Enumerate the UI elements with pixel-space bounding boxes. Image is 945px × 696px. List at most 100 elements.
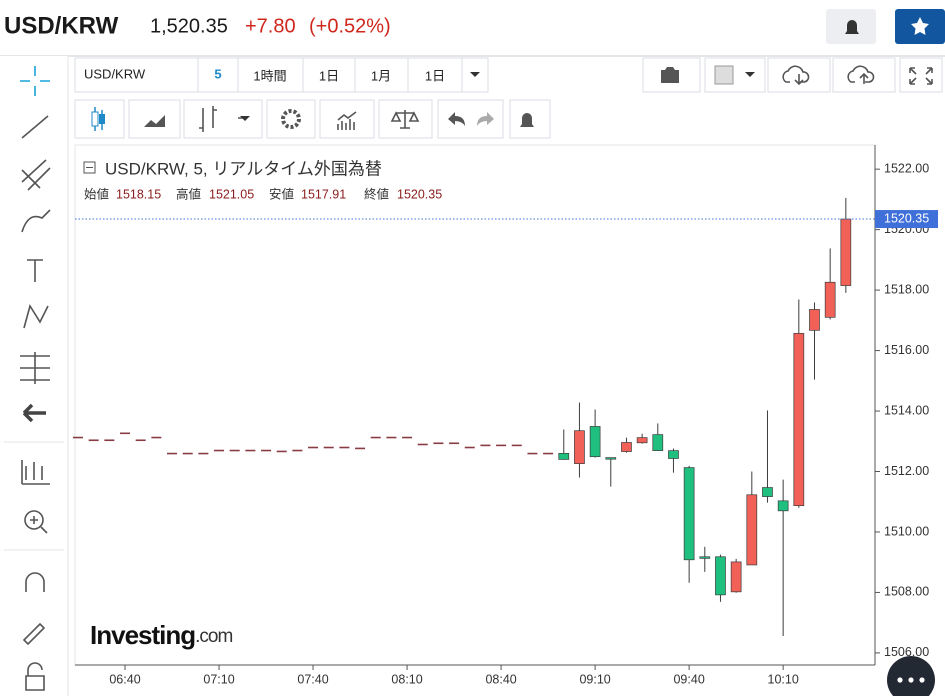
ohlc-label: 安値: [269, 186, 294, 201]
y-tick-label: 1516.00: [884, 343, 929, 357]
fullscreen-button[interactable]: [899, 57, 943, 93]
indicators-icon[interactable]: [21, 460, 50, 485]
star-icon: [911, 17, 929, 35]
header-bg: [0, 0, 945, 56]
y-tick-label: 1522.00: [884, 161, 929, 175]
candle-body: [574, 430, 585, 464]
candle-body: [464, 446, 475, 449]
y-tick-label: 1510.00: [884, 524, 929, 538]
symbol-box[interactable]: [74, 57, 199, 93]
chart-title: USD/KRW, 5, リアルタイム外国為替: [105, 159, 382, 178]
candle-body: [683, 467, 695, 561]
range-button[interactable]: 1日: [319, 68, 339, 83]
line-icon[interactable]: [21, 115, 49, 139]
candle-body: [355, 447, 366, 450]
candle-body: [120, 432, 131, 435]
symbol-input[interactable]: USD/KRW: [84, 66, 146, 81]
candle-body: [527, 452, 538, 455]
candle-body: [793, 332, 805, 507]
range-button[interactable]: 1月: [371, 68, 391, 83]
magnet-icon[interactable]: [25, 572, 45, 592]
fib-icon[interactable]: [21, 159, 51, 191]
more-button[interactable]: [887, 656, 935, 696]
ohlc-label: 終値: [364, 186, 389, 201]
button[interactable]: [319, 99, 375, 139]
x-tick-label: 07:40: [297, 672, 328, 686]
candle-body: [762, 487, 773, 497]
indicator-icon: [337, 111, 357, 130]
collapse-icon[interactable]: [83, 161, 96, 174]
dot: [908, 677, 914, 683]
candle-body: [417, 443, 428, 446]
x-tick-label: 08:10: [391, 672, 422, 686]
alert-icon: [520, 113, 534, 127]
ohlc-value: 1521.05: [209, 187, 254, 201]
ohlc-label: 始値: [84, 186, 109, 201]
pattern-icon[interactable]: [23, 304, 49, 329]
camera-icon: [661, 67, 679, 83]
back-icon[interactable]: [22, 403, 46, 423]
button[interactable]: [128, 99, 181, 139]
candle-body: [543, 452, 554, 455]
candle-body: [605, 457, 617, 460]
candle-body: [73, 436, 83, 439]
button[interactable]: [266, 99, 316, 139]
button[interactable]: [302, 57, 356, 93]
measure-icon[interactable]: [20, 352, 50, 384]
redo-icon: [477, 112, 494, 126]
range-button[interactable]: 1時間: [253, 68, 286, 83]
interval[interactable]: 5: [214, 66, 221, 81]
change: +7.80: [245, 15, 296, 37]
sidebar-icons[interactable]: [4, 66, 64, 691]
ohlc-value: 1517.91: [301, 187, 346, 201]
candle-body: [308, 446, 319, 449]
ohlc-value: 1518.15: [116, 187, 161, 201]
logo-main: Investing: [90, 620, 195, 650]
candle-body: [229, 449, 240, 452]
crosshair-icon[interactable]: [20, 66, 50, 96]
button[interactable]: [354, 57, 409, 93]
text-icon[interactable]: [27, 259, 43, 282]
candle-body: [276, 450, 287, 453]
y-tick-label: 1514.00: [884, 403, 929, 417]
candle-body: [402, 436, 413, 439]
ohlc-value: 1520.35: [397, 187, 442, 201]
candle-icon-body: [91, 111, 99, 127]
lock-icon[interactable]: [25, 662, 45, 691]
interval-box[interactable]: [197, 57, 239, 93]
zoom-icon[interactable]: [24, 510, 44, 530]
brush-icon[interactable]: [21, 209, 51, 233]
candle-body: [245, 449, 256, 452]
candle-body: [621, 442, 632, 452]
logo-suffix: .com: [195, 626, 232, 647]
plot-area: [74, 144, 876, 666]
button[interactable]: [407, 57, 463, 93]
zoom-plus: [30, 516, 48, 534]
range-button[interactable]: 1日: [425, 68, 445, 83]
candle-body: [198, 452, 209, 455]
symbol: USD/KRW: [4, 12, 119, 39]
compare-icon: [390, 110, 420, 129]
color-swatch: [714, 65, 734, 85]
candle-body: [88, 439, 99, 442]
candle-body: [730, 561, 742, 593]
color-button[interactable]: [704, 57, 766, 93]
candle-body: [135, 439, 146, 442]
candle-body: [511, 444, 522, 447]
candle-body: [167, 452, 178, 455]
candle-body: [636, 437, 648, 444]
candle-body: [214, 449, 225, 452]
x-tick-label: 08:40: [485, 672, 516, 686]
dot: [919, 677, 925, 683]
settings-icon: [281, 109, 301, 129]
candle-body: [386, 436, 397, 439]
lock-draw-icon[interactable]: [22, 622, 46, 646]
candle-body: [824, 281, 836, 318]
button[interactable]: [183, 99, 263, 139]
y-tick-label: 1506.00: [884, 645, 929, 659]
candle-body: [339, 446, 350, 449]
candle-body: [182, 452, 193, 455]
x-tick-label: 10:10: [768, 672, 799, 686]
last-price-label: 1520.35: [884, 211, 929, 225]
